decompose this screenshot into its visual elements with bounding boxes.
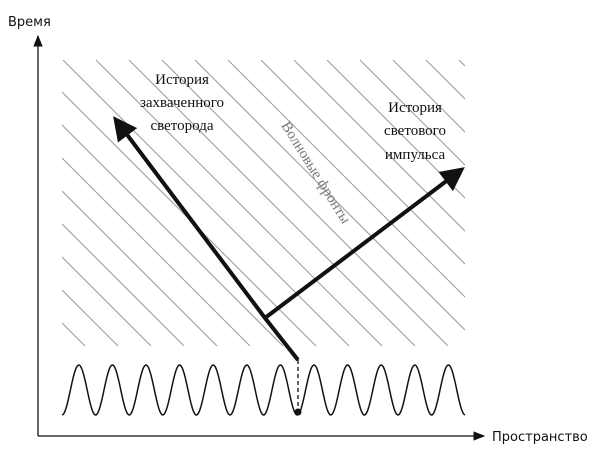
wavefront-line — [0, 60, 66, 360]
wavefront-line — [458, 60, 465, 67]
wavefront-line — [62, 256, 152, 346]
wavefront-line — [62, 223, 185, 346]
wavefront-line — [95, 60, 383, 346]
wavefront-line — [326, 60, 465, 199]
trapped-label: захваченного — [140, 95, 224, 111]
sine-wave — [61, 364, 466, 416]
wavefront-line — [293, 60, 465, 232]
pulse-arrow — [263, 167, 465, 320]
wavefront-line — [359, 60, 465, 166]
pulse-label: светового — [384, 123, 446, 139]
wavefront-line — [62, 190, 218, 346]
origin-dot — [294, 408, 302, 416]
pulse-label: История — [388, 100, 442, 116]
wavefront-line — [128, 60, 416, 346]
wavefront-line — [194, 60, 465, 331]
y-axis-label: Время — [8, 15, 51, 30]
pulse-label: импульса — [385, 147, 446, 163]
wavefront-line — [62, 91, 317, 346]
wavefront-line — [425, 60, 465, 100]
wavefront-line — [161, 60, 449, 346]
wavefronts-label: Волновые фронты — [278, 119, 354, 227]
wavefront-line — [392, 60, 465, 133]
x-axis-label: Пространство — [492, 430, 588, 445]
wavefront-lines — [0, 60, 465, 360]
wavefront-line — [227, 60, 465, 298]
wavefront-line — [62, 289, 119, 346]
trapped-label: светорода — [150, 118, 213, 134]
wavefront-line — [62, 322, 86, 346]
trapped-label: История — [155, 72, 209, 88]
wavefront-line — [0, 60, 33, 360]
wavefront-line — [62, 60, 350, 346]
wavefront-line — [62, 157, 251, 346]
wavefront-line — [62, 124, 284, 346]
